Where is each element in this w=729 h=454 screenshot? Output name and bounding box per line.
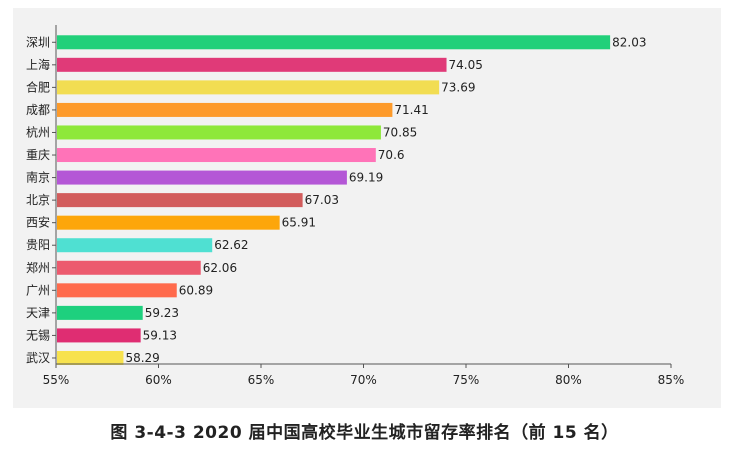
value-label: 70.6 [378, 148, 405, 162]
value-label: 82.03 [612, 35, 646, 49]
bar [57, 125, 381, 140]
category-label: 贵阳 [26, 238, 50, 252]
bar-chart: 深圳 82.03 上海 74.05 合肥 73.69 成都 71.41 杭州 70.85 重庆 70.… [26, 25, 685, 387]
value-label: 67.03 [305, 193, 339, 207]
bar [57, 170, 347, 185]
bar [57, 283, 177, 298]
category-label: 合肥 [26, 79, 50, 94]
x-tick-label: 65% [248, 373, 275, 387]
value-label: 60.89 [179, 283, 213, 297]
category-label: 成都 [26, 103, 50, 117]
x-tick-label: 75% [453, 373, 480, 387]
value-label: 58.29 [125, 351, 159, 365]
value-label: 73.69 [441, 80, 475, 94]
value-label: 62.62 [214, 238, 248, 252]
category-label: 郑州 [26, 260, 50, 275]
figure-caption: 图 3-4-3 2020 届中国高校毕业生城市留存率排名（前 15 名） [110, 423, 619, 443]
bar [57, 80, 440, 95]
x-tick-label: 60% [145, 373, 172, 387]
chart-panel: 深圳 82.03 上海 74.05 合肥 73.69 成都 71.41 杭州 70.85 重庆 70.… [13, 8, 721, 408]
x-tick-label: 55% [43, 373, 70, 387]
bar [57, 328, 141, 343]
value-label: 69.19 [349, 171, 383, 185]
value-label: 62.06 [203, 261, 237, 275]
bar [57, 57, 447, 72]
bar [57, 148, 376, 163]
value-label: 59.13 [143, 328, 177, 342]
category-label: 西安 [26, 215, 50, 230]
bar [57, 305, 143, 320]
value-label: 59.23 [145, 306, 179, 320]
category-label: 武汉 [26, 351, 50, 365]
value-label: 71.41 [394, 103, 428, 117]
x-tick-label: 85% [658, 373, 685, 387]
bar [57, 193, 303, 208]
category-label: 天津 [26, 306, 50, 320]
x-tick-label: 80% [555, 373, 582, 387]
category-label: 上海 [26, 57, 50, 72]
bar [57, 102, 393, 117]
bar [57, 350, 124, 365]
value-label: 74.05 [449, 58, 483, 72]
category-label: 北京 [26, 193, 50, 207]
value-label: 65.91 [282, 216, 316, 230]
x-tick-label: 70% [350, 373, 377, 387]
category-label: 深圳 [26, 35, 50, 49]
bar [57, 238, 213, 253]
category-label: 重庆 [26, 148, 50, 162]
bar [57, 260, 201, 275]
value-label: 70.85 [383, 125, 417, 139]
category-label: 广州 [26, 283, 50, 297]
category-label: 南京 [26, 170, 50, 185]
category-label: 无锡 [26, 327, 50, 342]
bar [57, 35, 611, 50]
category-label: 杭州 [26, 124, 50, 139]
bar [57, 215, 280, 230]
